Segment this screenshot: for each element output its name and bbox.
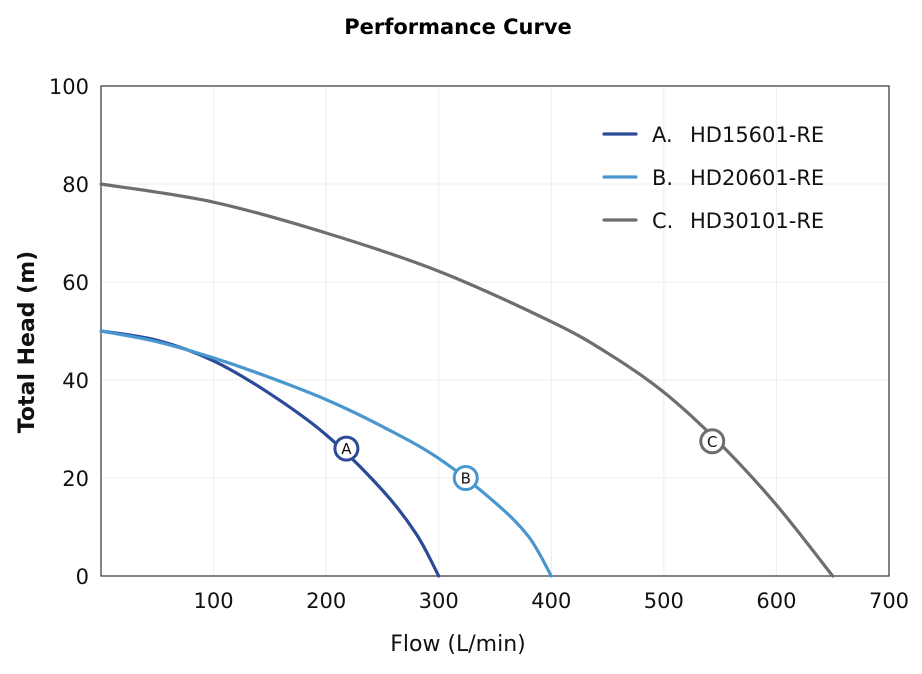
curve-marker-label: A (341, 440, 352, 458)
series-line-a (99, 329, 441, 578)
legend-series-name: HD20601-RE (690, 166, 824, 190)
x-axis-label: Flow (L/min) (390, 632, 526, 657)
curve-marker-c (699, 428, 726, 455)
y-tick-label: 20 (62, 467, 89, 491)
y-tick-label: 60 (62, 271, 89, 295)
legend: A. HD15601-RE B. HD20601-RE C. HD30101-RE (602, 123, 824, 233)
y-tick-label: 80 (62, 173, 89, 197)
series-line-c (99, 182, 835, 578)
legend-series-name: HD15601-RE (690, 123, 824, 147)
x-tick-label: 500 (644, 589, 684, 613)
curve-marker-b (452, 465, 479, 491)
grid (101, 86, 889, 576)
legend-prefix: A. (652, 123, 673, 147)
curve-marker-label: B (461, 470, 471, 488)
x-tick-label: 600 (756, 589, 796, 613)
x-tick-label: 200 (306, 589, 346, 613)
y-axis-ticks: 0 20 40 60 80 100 (49, 75, 89, 589)
series-lines (99, 182, 835, 578)
curve-marker-label: C (707, 433, 717, 451)
legend-series-name: HD30101-RE (690, 209, 824, 233)
x-tick-label: 300 (419, 589, 459, 613)
y-tick-label: 0 (76, 565, 89, 589)
y-tick-label: 40 (62, 369, 89, 393)
x-tick-label: 700 (869, 589, 909, 613)
chart-title: Performance Curve (344, 15, 572, 39)
x-tick-label: 400 (531, 589, 571, 613)
series-markers: A B C (333, 428, 726, 491)
curve-marker-a (333, 435, 360, 462)
legend-prefix: C. (652, 209, 673, 233)
x-tick-label: 100 (194, 589, 234, 613)
x-axis-ticks: 100 200 300 400 500 600 700 (194, 589, 910, 613)
legend-prefix: B. (652, 166, 673, 190)
y-tick-label: 100 (49, 75, 89, 99)
y-axis-label: Total Head (m) (15, 251, 40, 433)
series-line-b (99, 329, 553, 578)
